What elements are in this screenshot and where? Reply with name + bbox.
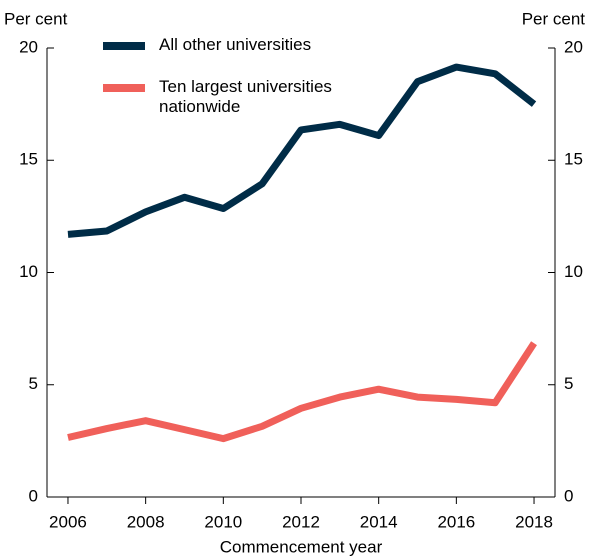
y2-tick-label: 20	[564, 37, 583, 56]
x-tick-label: 2016	[437, 512, 475, 531]
y-tick-label: 5	[29, 374, 38, 393]
x-tick-label: 2012	[282, 512, 320, 531]
y2-tick-label: 10	[564, 262, 583, 281]
x-tick-label: 2014	[360, 512, 398, 531]
y-tick-label: 20	[19, 37, 38, 56]
legend-label: Ten largest universities nationwide	[159, 77, 332, 116]
x-tick-label: 2008	[127, 512, 165, 531]
x-tick-label: 2010	[204, 512, 242, 531]
y-tick-label: 10	[19, 262, 38, 281]
y2-tick-label: 5	[564, 374, 573, 393]
x-tick-label: 2006	[49, 512, 87, 531]
y2-axis-label: Per cent	[522, 9, 586, 28]
y2-tick-label: 15	[564, 150, 583, 169]
x-tick-label: 2018	[515, 512, 553, 531]
y-tick-label: 15	[19, 150, 38, 169]
y2-tick-label: 0	[564, 486, 573, 505]
y-tick-label: 0	[29, 486, 38, 505]
y-axis-label: Per cent	[4, 9, 68, 28]
series-line	[67, 341, 537, 443]
x-axis-label: Commencement year	[220, 537, 383, 556]
legend-label: All other universities	[159, 35, 312, 54]
series-line	[67, 63, 537, 238]
